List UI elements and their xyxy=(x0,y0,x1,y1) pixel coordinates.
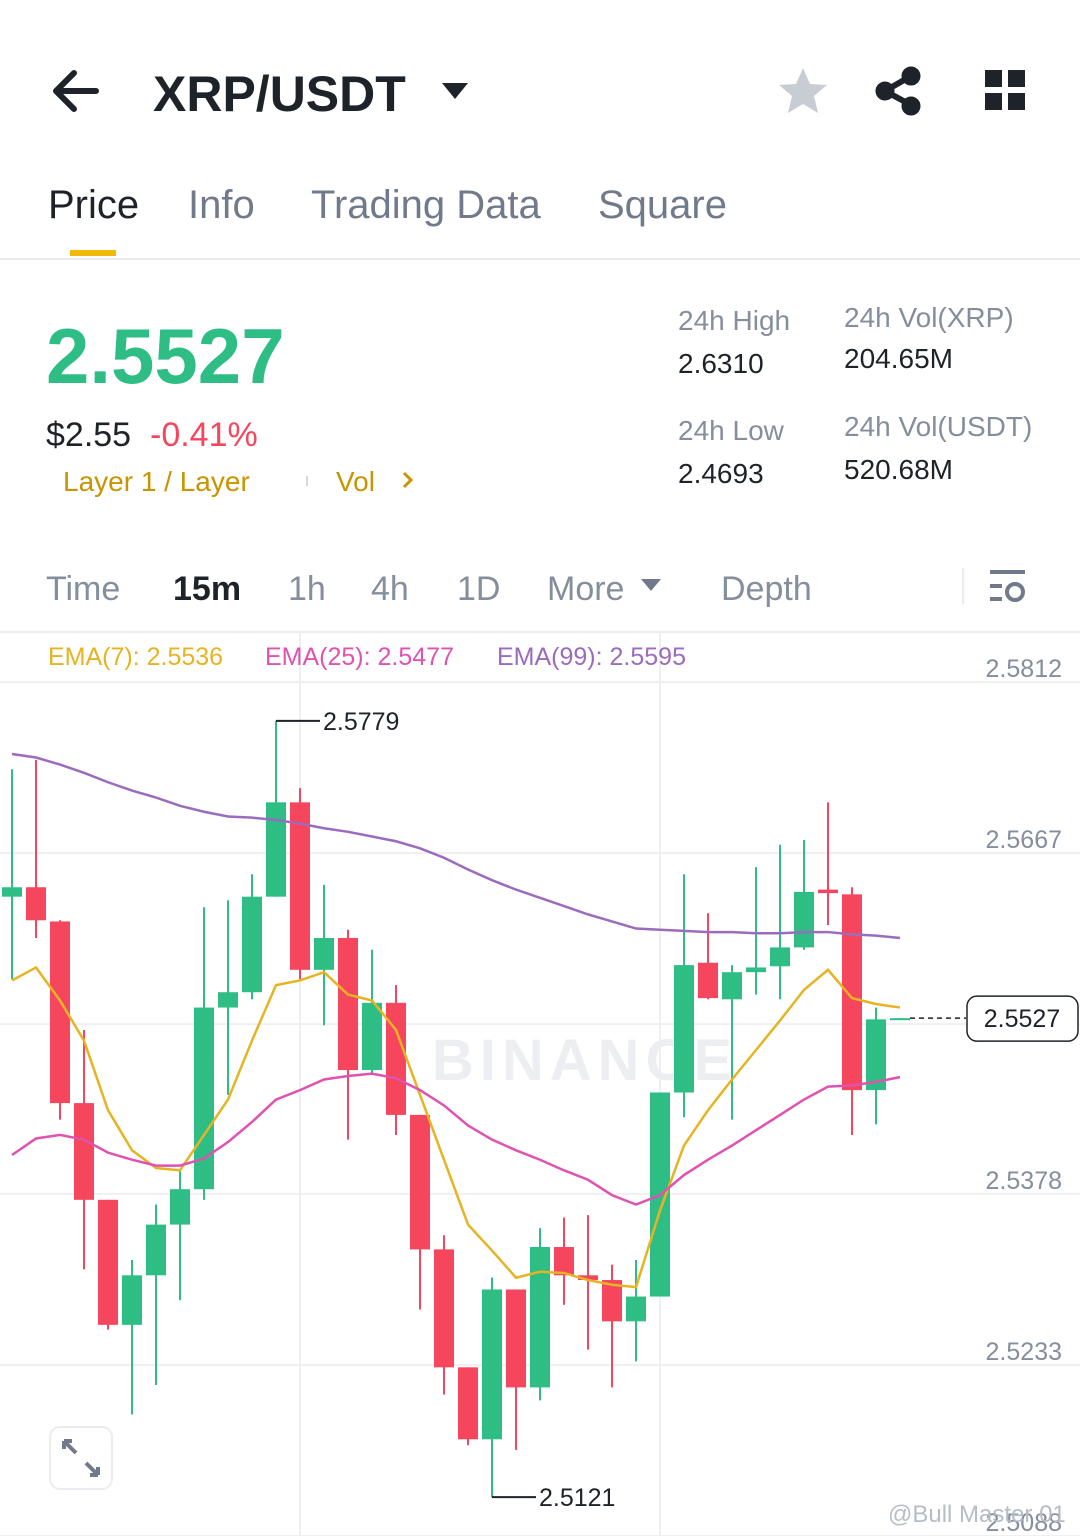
candle-body xyxy=(530,1247,550,1388)
vol-link[interactable]: Vol xyxy=(336,466,375,497)
candle-body xyxy=(794,891,814,948)
ema-line xyxy=(11,965,901,1289)
interval[interactable]: 1h xyxy=(288,570,326,608)
interval[interactable]: More xyxy=(547,570,624,608)
candle-body xyxy=(50,921,70,1104)
interval[interactable]: Depth xyxy=(721,570,812,608)
candle-body xyxy=(74,1103,94,1200)
candle-body xyxy=(722,972,742,1000)
category-tags[interactable]: Layer 1 / Layer xyxy=(63,466,250,497)
stat-value: 520.68M xyxy=(844,454,953,485)
favorite-star[interactable] xyxy=(779,68,827,113)
pair-title[interactable]: XRP/USDT xyxy=(153,66,406,122)
y-tick-label: 2.5088 xyxy=(986,1509,1062,1536)
y-tick-label: 2.5378 xyxy=(986,1167,1062,1195)
candle-body xyxy=(242,896,262,993)
stat-value: 2.4693 xyxy=(678,458,764,489)
candle-body xyxy=(362,1002,382,1071)
interval[interactable]: 4h xyxy=(371,570,409,608)
high-label: 2.5779 xyxy=(323,708,399,736)
candle-body xyxy=(506,1289,526,1388)
candle-body xyxy=(266,802,286,897)
candle-body xyxy=(122,1275,142,1325)
share-button[interactable] xyxy=(875,66,921,116)
price-change: -0.41% xyxy=(150,416,258,454)
candle-body xyxy=(818,889,838,894)
current-price-label: 2.5527 xyxy=(984,1005,1060,1033)
candle-body xyxy=(482,1289,502,1440)
candle-body xyxy=(458,1367,478,1440)
tab[interactable]: Info xyxy=(188,183,255,227)
candle-body xyxy=(674,965,694,1093)
candle-body xyxy=(554,1247,574,1276)
candle-body xyxy=(170,1189,190,1225)
candle-body xyxy=(410,1114,430,1250)
candle-body xyxy=(338,937,358,1071)
candle-body xyxy=(866,1019,886,1091)
candle-body xyxy=(746,967,766,973)
candle-body xyxy=(698,962,718,999)
active-tab-indicator xyxy=(70,250,116,256)
usd-price: $2.55 xyxy=(46,416,131,454)
candle-body xyxy=(26,887,46,921)
interval[interactable]: 1D xyxy=(457,570,500,608)
current-price-tag xyxy=(966,995,1079,1042)
stat-label: 24h Vol(USDT) xyxy=(844,411,1032,442)
y-tick-label: 2.5812 xyxy=(986,655,1062,683)
candle-body xyxy=(2,887,22,897)
tab[interactable]: Price xyxy=(48,183,139,227)
candle-body xyxy=(218,992,238,1008)
candle-body xyxy=(626,1296,646,1322)
y-tick-label: 2.5667 xyxy=(986,826,1062,854)
candle-body xyxy=(290,802,310,970)
back-button[interactable] xyxy=(53,70,99,112)
stat-value: 204.65M xyxy=(844,343,953,374)
more-dropdown[interactable] xyxy=(641,579,661,591)
chevron xyxy=(402,471,414,489)
ema-line xyxy=(11,752,901,940)
stat-label: 24h Vol(XRP) xyxy=(844,302,1014,333)
tab[interactable]: Square xyxy=(598,183,727,227)
chart-settings[interactable] xyxy=(990,570,1025,602)
last-price: 2.5527 xyxy=(46,312,285,400)
ema-line xyxy=(11,1072,901,1206)
interval[interactable]: 15m xyxy=(173,570,241,608)
candle-body xyxy=(602,1280,622,1322)
legend-entry: EMA(25): 2.5477 xyxy=(265,643,454,671)
stat-label: 24h High xyxy=(678,305,790,336)
tab[interactable]: Trading Data xyxy=(311,183,542,227)
user-watermark: @Bull Master 01 xyxy=(888,1501,1066,1528)
candle-body xyxy=(386,1002,406,1115)
candle-body xyxy=(770,947,790,967)
candle-body xyxy=(98,1199,118,1325)
candle-body xyxy=(890,1018,910,1021)
candle-body xyxy=(842,894,862,1091)
grid-menu[interactable] xyxy=(985,70,1025,110)
interval: Time xyxy=(46,570,120,608)
fullscreen-button[interactable] xyxy=(49,1426,113,1490)
pair-dropdown[interactable] xyxy=(442,83,468,99)
y-tick-label: 2.5233 xyxy=(986,1338,1062,1366)
candle-body xyxy=(146,1224,166,1276)
candle-body xyxy=(314,937,334,970)
candle-body xyxy=(578,1275,598,1281)
stat-label: 24h Low xyxy=(678,415,785,446)
legend-entry: EMA(7): 2.5536 xyxy=(48,643,223,671)
low-label: 2.5121 xyxy=(539,1484,615,1512)
candle-body xyxy=(194,1007,214,1190)
stat-value: 2.6310 xyxy=(678,348,764,379)
legend-entry: EMA(99): 2.5595 xyxy=(497,643,686,671)
candle-body xyxy=(434,1249,454,1368)
